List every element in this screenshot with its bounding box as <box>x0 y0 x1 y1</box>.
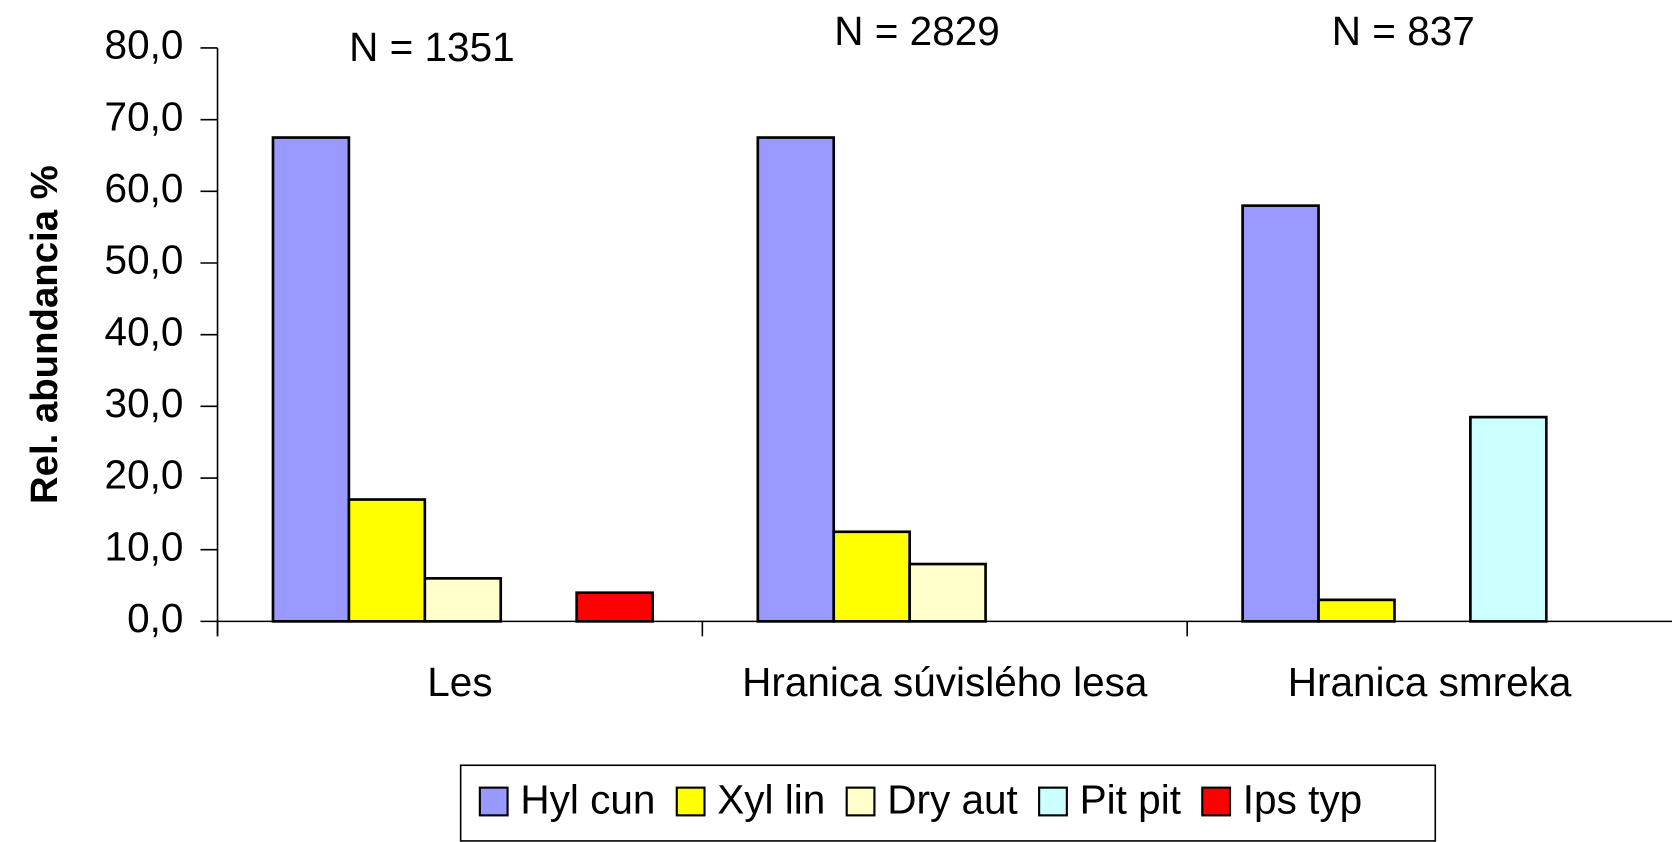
bar <box>575 591 654 623</box>
bar <box>271 136 351 623</box>
y-tick-label: 50,0 <box>105 237 184 283</box>
x-tick-label: Hranica súvislého lesa <box>742 659 1148 705</box>
legend-label: Pit pit <box>1080 776 1181 822</box>
x-tick-label: Les <box>427 659 492 705</box>
x-tick-label: Hranica smreka <box>1288 659 1572 705</box>
y-tick-label: 0,0 <box>127 595 183 641</box>
legend-swatch <box>478 786 509 817</box>
annotation: N = 1351 <box>349 24 515 70</box>
legend-swatch <box>1201 786 1232 817</box>
y-tick-label: 40,0 <box>105 308 184 354</box>
y-axis-label: Rel. abundancia % <box>23 165 66 504</box>
bar <box>1469 415 1548 623</box>
y-tick-label: 80,0 <box>105 22 184 68</box>
legend-swatch <box>1038 786 1068 817</box>
y-tick-label: 30,0 <box>105 380 184 426</box>
bar <box>1317 598 1396 623</box>
legend-label: Xyl lin <box>717 776 825 822</box>
annotation: N = 837 <box>1332 8 1475 54</box>
legend-label: Hyl cun <box>520 776 655 822</box>
bar <box>832 530 911 623</box>
legend-label: Dry aut <box>887 776 1018 822</box>
bar <box>347 498 427 623</box>
bar <box>1241 204 1320 623</box>
y-tick-label: 10,0 <box>105 523 184 569</box>
legend-label: Ips typ <box>1243 776 1362 822</box>
y-tick-label: 70,0 <box>105 93 184 139</box>
y-tick-label: 60,0 <box>105 165 184 211</box>
bar <box>756 136 836 623</box>
y-tick-label: 20,0 <box>105 452 184 498</box>
bar <box>908 562 987 623</box>
annotation: N = 2829 <box>834 8 1000 54</box>
bar <box>423 577 503 623</box>
legend-swatch <box>845 786 876 817</box>
legend-swatch <box>675 786 706 817</box>
legend <box>459 764 1437 842</box>
